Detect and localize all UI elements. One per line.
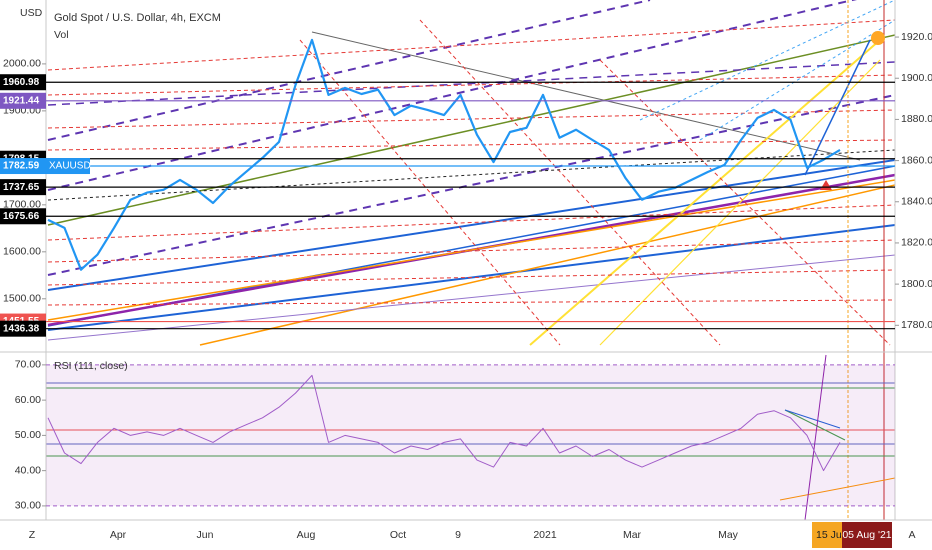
x-highlight-label: 05 Aug '21 [842,529,891,541]
x-tick-label: Apr [110,529,127,541]
y2-tick-label: 1780.00 [901,319,932,331]
price-badge-label: 1960.98 [3,77,40,88]
price-badge [0,74,46,91]
price-badge [0,208,46,225]
price-badge-label: 1921.44 [3,95,40,106]
currency: USD [20,7,43,19]
x-tick-label: Jun [197,529,214,541]
left-button[interactable] [20,524,44,546]
price-badge [0,320,46,337]
series-tag [46,158,90,175]
y2-tick-label: 1820.00 [901,237,932,249]
right-button-label[interactable]: A [908,529,915,541]
y-tick-label: 1500.00 [3,293,41,305]
left-button-label[interactable]: Z [29,529,36,541]
chart-title: Gold Spot / U.S. Dollar, 4h, EXCM [54,12,221,24]
y-tick-label: 1700.00 [3,199,41,211]
x-tick-label: 2021 [533,529,557,541]
volume-label: Vol [54,29,69,41]
price-badge-label: 1737.65 [3,182,40,193]
price-badge-label: 1436.38 [3,323,40,334]
rsi-band [46,364,895,506]
y2-tick-label: 1860.00 [901,154,932,166]
series-tag-label: XAUUSD [49,161,91,172]
marks: 1500.00 1600.00 1700.00 1800.00 1900.00 2000.… [0,31,932,548]
y-tick-label: 60.00 [15,394,41,406]
price-line [47,374,841,472]
y-tick-label: 1600.00 [3,246,41,258]
x-tick-label: Aug [297,529,316,541]
y2-tick-label: 1920.00 [901,31,932,43]
y2-tick-label: 1840.00 [901,196,932,208]
price-badge [0,179,46,196]
x-tick-label: Mar [623,529,642,541]
y-tick-label: 50.00 [15,429,41,441]
price-line [47,38,841,271]
x-highlight [842,522,892,548]
y-tick-label: 2000.00 [3,58,41,70]
y-tick-label: 70.00 [15,359,41,371]
y-tick-label: 40.00 [15,464,41,476]
price-badge [0,92,46,109]
y2-tick-label: 1880.00 [901,113,932,125]
y2-tick-label: 1900.00 [901,72,932,84]
rsi-title: RSI (111, close) [54,360,128,372]
price-badge [0,158,46,175]
x-tick-label: 9 [455,529,461,541]
price-badge-label: 1675.66 [3,211,40,222]
x-tick-label: Oct [390,529,406,541]
price-badge-label: 1782.59 [3,161,40,172]
y-tick-label: 30.00 [15,500,41,512]
x-highlight-label: 15 Jul [816,529,844,541]
x-tick-label: May [718,529,739,541]
y2-tick-label: 1800.00 [901,278,932,290]
